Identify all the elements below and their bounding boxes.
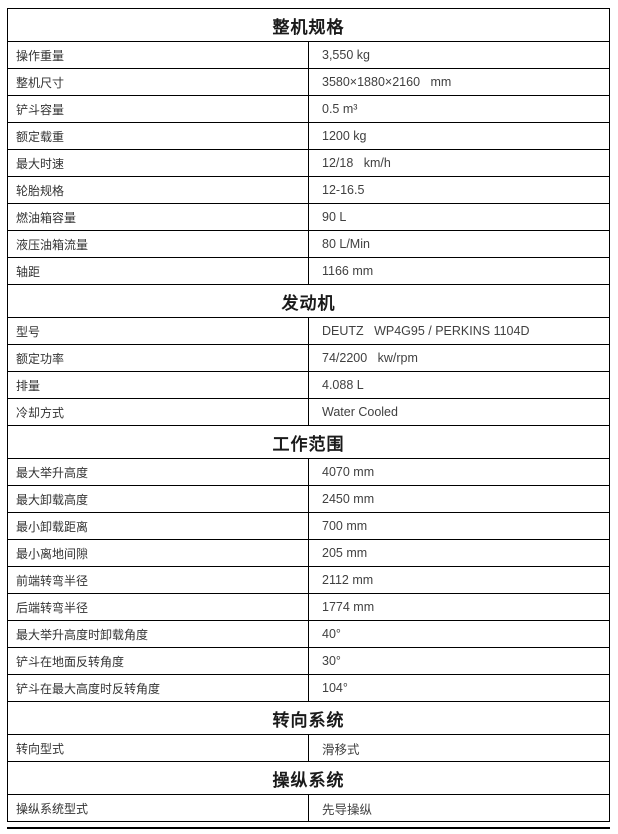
spec-label: 最小卸载距离 xyxy=(7,512,309,540)
spec-label: 后端转弯半径 xyxy=(7,593,309,621)
spec-label: 操作重量 xyxy=(7,41,309,69)
spec-value: 先导操纵 xyxy=(308,794,610,822)
spec-value: 12/18 km/h xyxy=(308,149,610,177)
spec-label: 前端转弯半径 xyxy=(7,566,309,594)
section-header-row: 转向系统 xyxy=(7,701,610,735)
spec-value: 90 L xyxy=(308,203,610,231)
spec-label: 铲斗容量 xyxy=(7,95,309,123)
section-title: 发动机 xyxy=(7,284,610,318)
section-title: 转向系统 xyxy=(7,701,610,735)
spec-value: DEUTZ WP4G95 / PERKINS 1104D xyxy=(308,317,610,345)
next-row-cutoff-border xyxy=(7,827,610,829)
spec-label: 型号 xyxy=(7,317,309,345)
spec-value: 80 L/Min xyxy=(308,230,610,258)
section-title: 工作范围 xyxy=(7,425,610,459)
table-row: 最大举升高度时卸载角度 40° xyxy=(7,620,610,648)
spec-table: 整机规格 操作重量 3,550 kg 整机尺寸 3580×1880×2160 mm 铲斗容… xyxy=(7,8,610,822)
table-row: 转向型式 滑移式 xyxy=(7,734,610,762)
table-row: 整机尺寸 3580×1880×2160 mm xyxy=(7,68,610,96)
table-row: 最大时速 12/18 km/h xyxy=(7,149,610,177)
table-row: 燃油箱容量 90 L xyxy=(7,203,610,231)
spec-value: 3580×1880×2160 mm xyxy=(308,68,610,96)
table-row: 铲斗在地面反转角度 30° xyxy=(7,647,610,675)
section-header-row: 发动机 xyxy=(7,284,610,318)
spec-label: 冷却方式 xyxy=(7,398,309,426)
section-header-row: 整机规格 xyxy=(7,8,610,42)
table-row: 操纵系统型式 先导操纵 xyxy=(7,794,610,822)
spec-value: 30° xyxy=(308,647,610,675)
table-row: 型号 DEUTZ WP4G95 / PERKINS 1104D xyxy=(7,317,610,345)
spec-label: 最小离地间隙 xyxy=(7,539,309,567)
spec-label: 最大卸载高度 xyxy=(7,485,309,513)
section-header-row: 操纵系统 xyxy=(7,761,610,795)
spec-value: 2112 mm xyxy=(308,566,610,594)
spec-label: 额定载重 xyxy=(7,122,309,150)
spec-label: 整机尺寸 xyxy=(7,68,309,96)
spec-label: 液压油箱流量 xyxy=(7,230,309,258)
table-row: 额定功率 74/2200 kw/rpm xyxy=(7,344,610,372)
section-title: 操纵系统 xyxy=(7,761,610,795)
section-header-row: 工作范围 xyxy=(7,425,610,459)
table-row: 铲斗在最大高度时反转角度 104° xyxy=(7,674,610,702)
spec-value: 12-16.5 xyxy=(308,176,610,204)
spec-table-body: 整机规格 操作重量 3,550 kg 整机尺寸 3580×1880×2160 mm 铲斗容… xyxy=(7,8,610,822)
spec-label: 最大时速 xyxy=(7,149,309,177)
spec-label: 操纵系统型式 xyxy=(7,794,309,822)
table-row: 液压油箱流量 80 L/Min xyxy=(7,230,610,258)
section-title: 整机规格 xyxy=(7,8,610,42)
table-row: 最大举升高度 4070 mm xyxy=(7,458,610,486)
spec-value: 滑移式 xyxy=(308,734,610,762)
table-row: 排量 4.088 L xyxy=(7,371,610,399)
table-row: 冷却方式 Water Cooled xyxy=(7,398,610,426)
spec-value: Water Cooled xyxy=(308,398,610,426)
table-row: 铲斗容量 0.5 m³ xyxy=(7,95,610,123)
spec-label: 轮胎规格 xyxy=(7,176,309,204)
table-row: 最大卸载高度 2450 mm xyxy=(7,485,610,513)
table-row: 后端转弯半径 1774 mm xyxy=(7,593,610,621)
table-row: 操作重量 3,550 kg xyxy=(7,41,610,69)
spec-value: 700 mm xyxy=(308,512,610,540)
spec-value: 104° xyxy=(308,674,610,702)
spec-value: 0.5 m³ xyxy=(308,95,610,123)
spec-label: 轴距 xyxy=(7,257,309,285)
table-row: 最小卸载距离 700 mm xyxy=(7,512,610,540)
spec-label: 铲斗在地面反转角度 xyxy=(7,647,309,675)
spec-label: 转向型式 xyxy=(7,734,309,762)
spec-value: 1774 mm xyxy=(308,593,610,621)
table-row: 额定载重 1200 kg xyxy=(7,122,610,150)
spec-label: 最大举升高度 xyxy=(7,458,309,486)
spec-label: 额定功率 xyxy=(7,344,309,372)
table-row: 轴距 1166 mm xyxy=(7,257,610,285)
spec-value: 3,550 kg xyxy=(308,41,610,69)
table-row: 轮胎规格 12-16.5 xyxy=(7,176,610,204)
table-row: 前端转弯半径 2112 mm xyxy=(7,566,610,594)
spec-value: 40° xyxy=(308,620,610,648)
spec-label: 铲斗在最大高度时反转角度 xyxy=(7,674,309,702)
spec-value: 2450 mm xyxy=(308,485,610,513)
spec-label: 最大举升高度时卸载角度 xyxy=(7,620,309,648)
spec-value: 1200 kg xyxy=(308,122,610,150)
spec-value: 1166 mm xyxy=(308,257,610,285)
spec-value: 4.088 L xyxy=(308,371,610,399)
spec-value: 74/2200 kw/rpm xyxy=(308,344,610,372)
spec-value: 4070 mm xyxy=(308,458,610,486)
spec-value: 205 mm xyxy=(308,539,610,567)
spec-label: 燃油箱容量 xyxy=(7,203,309,231)
spec-label: 排量 xyxy=(7,371,309,399)
table-row: 最小离地间隙 205 mm xyxy=(7,539,610,567)
